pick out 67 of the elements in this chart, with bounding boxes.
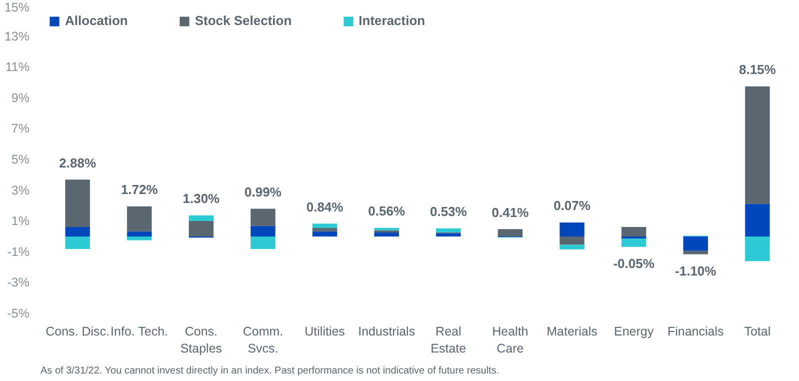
- bar: [65, 236, 90, 249]
- x-tick-label: Comm. Svcs.: [242, 324, 284, 356]
- y-tick-label: -3%: [7, 276, 30, 290]
- y-tick-label: 11%: [5, 60, 30, 74]
- bar: [560, 222, 584, 236]
- bar: [498, 229, 523, 236]
- bar: [560, 244, 584, 250]
- bar: [312, 224, 338, 228]
- total-label: 0.56%: [368, 204, 406, 219]
- y-tick-label: 9%: [11, 90, 30, 105]
- bar: [250, 226, 276, 236]
- y-tick-label: -5%: [7, 306, 30, 320]
- bar: [374, 232, 399, 236]
- bar: [745, 204, 770, 236]
- bar: [374, 228, 399, 230]
- text: As of 3/31/22. You cannot invest directly in an index. Past performance is not indicative of future results.: [40, 366, 500, 376]
- x-tick-label: Financials: [667, 324, 724, 338]
- total-label: 0.99%: [244, 184, 282, 200]
- x-tick-label: Utilities: [304, 324, 345, 338]
- legend-label: Stock Selection: [194, 13, 292, 28]
- bar: [312, 228, 338, 232]
- legend-label: Allocation: [65, 13, 128, 28]
- bar: [188, 215, 214, 221]
- bar: [127, 236, 152, 240]
- total-label: 0.07%: [554, 198, 591, 214]
- total-label: 0.41%: [492, 204, 530, 220]
- bar: [65, 226, 90, 236]
- y-tick-label: -1%: [7, 244, 30, 259]
- bar: [745, 236, 770, 262]
- x-tick-label: Total: [744, 324, 771, 338]
- bar: [683, 236, 708, 251]
- total-label: 0.84%: [306, 199, 344, 214]
- bar: [560, 236, 584, 245]
- bar: [250, 208, 276, 226]
- y-tick-label: 3%: [11, 183, 30, 198]
- bar: [250, 236, 276, 249]
- total-label: 2.88%: [59, 155, 96, 170]
- total-label: -1.10%: [675, 263, 717, 278]
- bar: [745, 86, 770, 204]
- x-tick-label: Real Estate: [430, 324, 466, 356]
- total-label: 1.30%: [182, 191, 220, 206]
- y-tick-label: 7%: [11, 122, 30, 136]
- bar: [436, 228, 461, 232]
- bar: [127, 231, 152, 236]
- total-label: 8.15%: [738, 62, 776, 78]
- x-tick-label: Health Care: [492, 324, 528, 356]
- bar: [127, 206, 152, 232]
- x-tick-label: Energy: [614, 324, 654, 338]
- y-tick-label: 13%: [4, 29, 30, 44]
- bar: [65, 180, 90, 227]
- bar: [436, 233, 461, 236]
- total-label: 1.72%: [120, 182, 158, 198]
- total-label: 0.53%: [430, 204, 468, 220]
- legend-label: Interaction: [358, 13, 426, 28]
- x-tick-label: Industrials: [358, 324, 416, 338]
- x-tick-label: Cons. Staples: [180, 324, 222, 356]
- y-tick-label: 15%: [4, 0, 30, 14]
- x-tick-label: Materials: [546, 324, 598, 338]
- x-tick-label: Cons. Disc.: [46, 324, 110, 338]
- x-tick-label: Info. Tech.: [110, 324, 168, 338]
- bar: [312, 231, 338, 236]
- bar: [621, 226, 646, 236]
- y-tick-label: 1%: [11, 214, 30, 228]
- bar: [621, 238, 646, 247]
- y-tick-label: 5%: [11, 152, 30, 166]
- total-label: -0.05%: [613, 256, 655, 272]
- bar: [188, 220, 214, 236]
